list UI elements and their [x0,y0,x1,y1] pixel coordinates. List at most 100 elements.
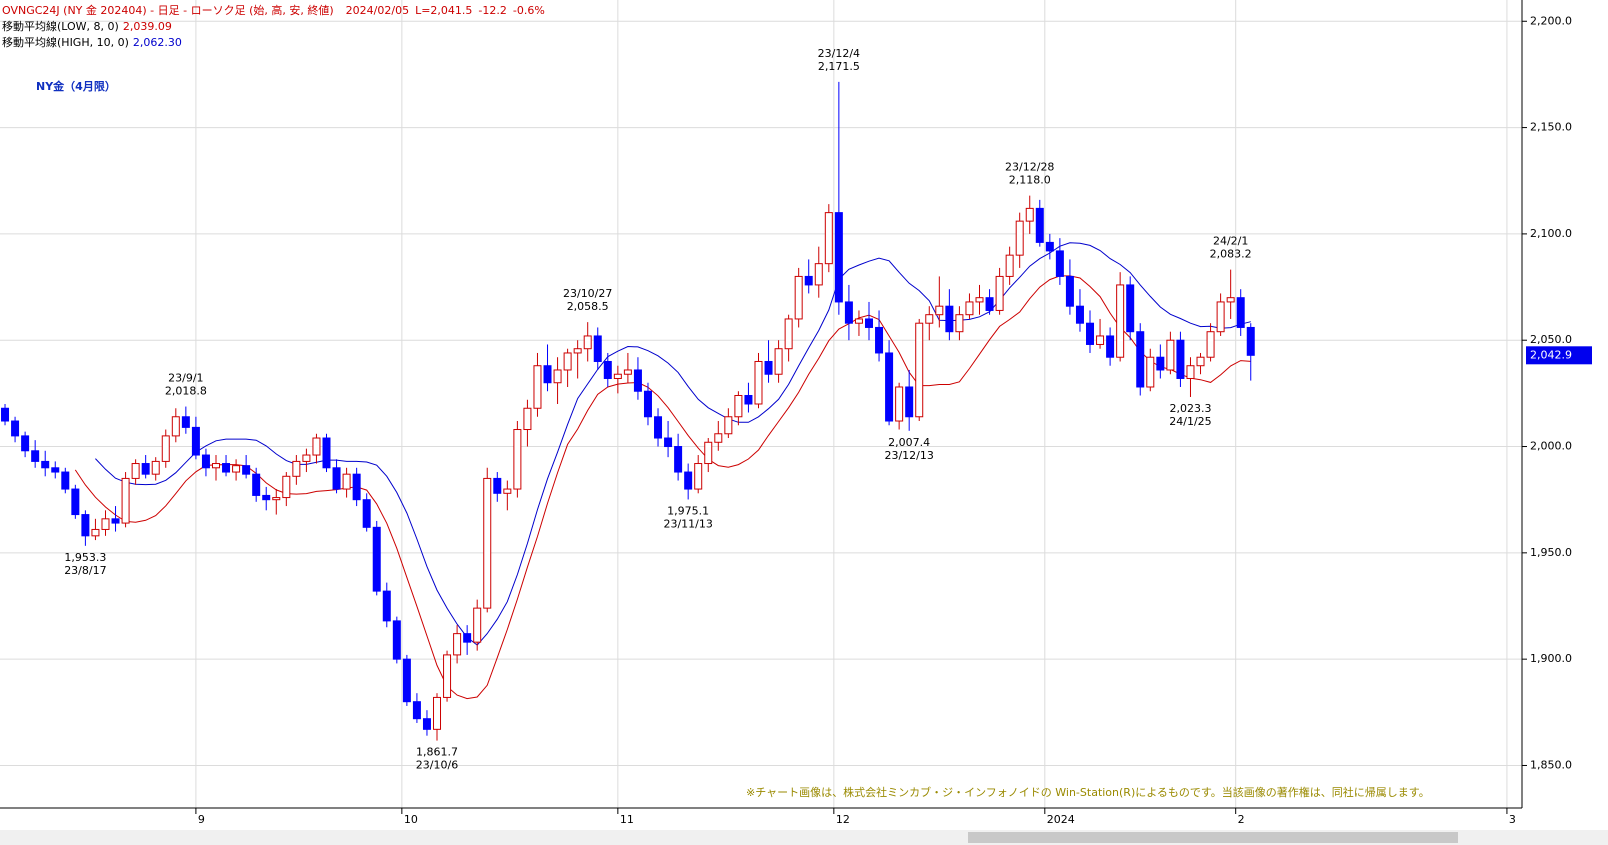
header: OVNGC24J (NY 金 202404) - 日足 - ローソク足 (始, … [2,3,545,17]
annotation: 2,058.5 [567,300,609,313]
legend-value: 2,039.09 [123,20,172,33]
candle-body [312,437,321,456]
candle-body [422,718,431,730]
candle-body [925,314,934,324]
annotation: 23/12/13 [884,449,933,462]
candle-body [1116,284,1125,358]
candle-body [191,426,200,456]
candle-body [694,463,703,490]
candle-body [41,460,50,469]
candle-body [643,390,652,418]
candle-body [1005,254,1014,277]
candle-body [131,463,140,479]
candle-body [794,275,803,320]
annotation: 23/9/1 [168,372,203,385]
candle-body [382,590,391,622]
candle-body [895,386,904,422]
candle-body [352,473,361,501]
candle-body [1196,356,1205,367]
candle-body [915,322,924,418]
candle-body [71,488,80,516]
candle-body [513,429,522,490]
candle-body [523,407,532,431]
candle-body [272,497,281,501]
candle-body [734,394,743,418]
candle-body [412,701,421,720]
candle-body [824,212,833,265]
candle-body [965,301,974,316]
annotation: 23/12/4 [818,47,860,60]
candle-body [1146,356,1155,388]
candle-body [1186,365,1195,379]
footnote: ※チャート画像は、株式会社ミンカブ・ジ・インフォノイドの Win-Station… [746,785,1430,799]
candle-body [21,435,30,452]
header-part: -12.2 [478,4,506,17]
candle-body [804,275,813,286]
candle-body [1055,250,1064,277]
candle-body [543,365,552,384]
candle-body [392,620,401,660]
candle-body [121,477,130,524]
candle-body [252,473,261,496]
y-tick-label: 1,900.0 [1530,652,1572,665]
candle-body [704,441,713,465]
candle-body [764,360,773,375]
candle-body [754,360,763,405]
y-tick-label: 2,200.0 [1530,14,1572,27]
candle-body [322,437,331,469]
y-tick-label: 2,100.0 [1530,227,1572,240]
candle-body [875,326,884,354]
candle-body [1106,335,1115,358]
candle-body [1035,207,1044,243]
legend-entry: 移動平均線(HIGH, 10, 0) 2,062.30 [2,35,182,49]
annotation: 1,953.3 [64,551,106,564]
candle-body [1176,339,1185,379]
candle-body [181,416,190,428]
candle-body [503,488,512,494]
annotation: 23/10/27 [563,287,612,300]
candle-body [161,435,170,462]
scroll-thumb[interactable] [968,832,1458,843]
price-box [1526,346,1592,365]
candle-body [814,263,823,286]
candle-body [483,477,492,609]
candle-body [995,275,1004,311]
candle-body [1045,241,1054,252]
annotation: 24/2/1 [1213,235,1248,248]
candle-body [593,335,602,362]
candle-body [61,471,70,490]
candle-body [864,318,873,328]
candle-body [774,348,783,375]
candle-body [1136,331,1145,388]
candle-body [623,369,632,375]
candle-body [372,526,381,592]
candle-body [463,633,472,643]
y-tick-label: 2,150.0 [1530,121,1572,134]
candle-body [443,654,452,698]
annotation: 23/10/6 [416,759,458,772]
candle-body [211,463,220,469]
moving-average-line [95,242,1251,646]
candle-body [563,352,572,371]
candle-body [141,463,150,475]
legend-name: 移動平均線(HIGH, 10, 0) [2,35,129,49]
candle-body [1086,322,1095,345]
candle-body [714,433,723,443]
candle-body [232,465,241,473]
candle-body [613,373,622,379]
candle-body [342,473,351,490]
legend-value: 2,062.30 [133,36,182,49]
candle-body [1075,305,1084,324]
candle-body [724,416,733,435]
candle-body [674,446,683,473]
candle-body [1226,297,1235,303]
candle-body [1246,326,1255,356]
annotation: 23/11/13 [663,517,712,530]
candle-body [935,305,944,316]
annotation: 23/8/17 [64,564,106,577]
header-part: -0.6% [513,4,545,17]
x-tick-label: 2024 [1047,813,1075,826]
candle-body [955,314,964,333]
